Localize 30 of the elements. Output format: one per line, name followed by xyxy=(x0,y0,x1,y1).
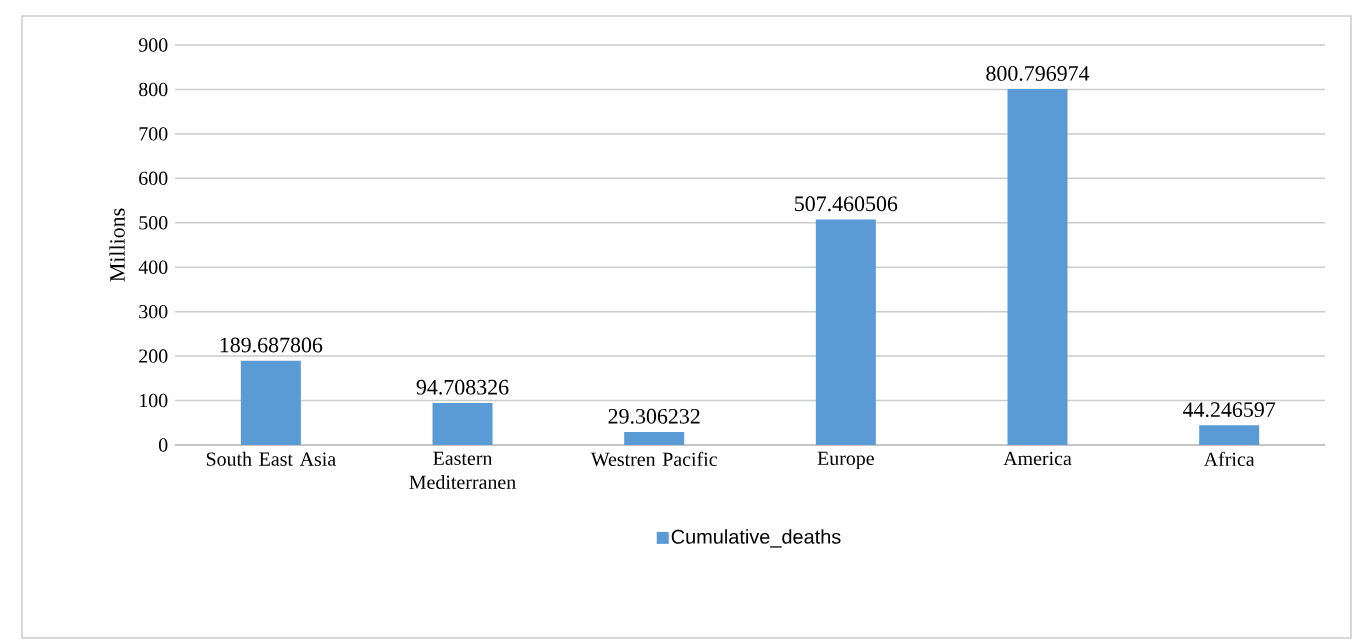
x-tick-label: Europe xyxy=(817,451,874,470)
bar xyxy=(432,402,493,445)
bar xyxy=(624,431,685,445)
y-axis-title: Millions xyxy=(109,208,125,282)
y-tick-label: 300 xyxy=(139,304,168,319)
bar xyxy=(1007,89,1068,445)
y-tick-label: 0 xyxy=(158,438,168,452)
y-tick-label: 200 xyxy=(139,349,168,363)
legend-label: Cumulative_deaths xyxy=(671,529,841,548)
y-tick-label: 800 xyxy=(139,82,168,97)
y-tick-label: 400 xyxy=(138,260,168,274)
data-label: 44.246597 xyxy=(1183,402,1276,418)
data-label: 29.306232 xyxy=(608,408,700,424)
x-tick-label: Africa xyxy=(1203,451,1255,467)
y-tick-label: 100 xyxy=(140,393,168,408)
data-label: 94.708326 xyxy=(416,379,509,395)
y-tick-label: 900 xyxy=(138,38,168,52)
bar xyxy=(1199,425,1260,445)
y-tick-label: 700 xyxy=(139,127,168,141)
x-tick-label: Eastern Mediterranen xyxy=(409,451,516,489)
x-tick-label: America xyxy=(1003,451,1072,466)
data-label: 507.460506 xyxy=(795,196,898,212)
y-tick-label: 600 xyxy=(139,171,168,186)
data-label: 189.687806 xyxy=(220,337,323,353)
bar xyxy=(240,360,301,445)
data-label: 800.796974 xyxy=(986,65,1090,81)
y-tick-label: 500 xyxy=(139,216,168,230)
bar xyxy=(815,219,876,445)
x-tick-label: Westren Pacific xyxy=(590,451,717,467)
x-tick-label: South East Asia xyxy=(206,451,336,466)
